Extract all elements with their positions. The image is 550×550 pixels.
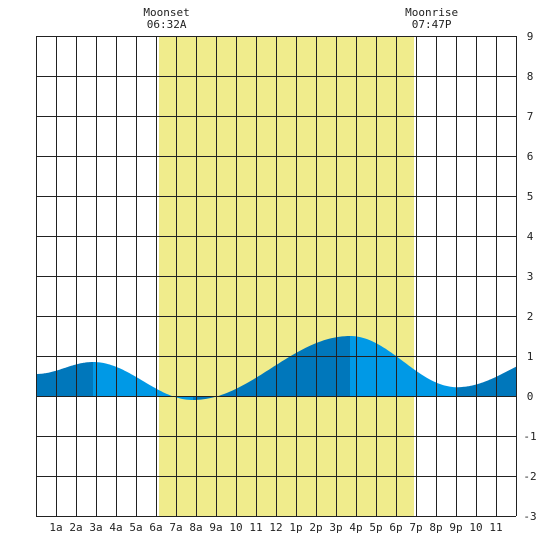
y-tick-label: -2	[523, 470, 536, 483]
x-tick-label: 8p	[429, 521, 442, 534]
x-tick-label: 5p	[369, 521, 382, 534]
x-tick-label: 2a	[69, 521, 82, 534]
moon-event-time: 07:47P	[412, 18, 452, 31]
x-tick-label: 2p	[309, 521, 322, 534]
x-tick-label: 7p	[409, 521, 422, 534]
x-tick-label: 1p	[289, 521, 302, 534]
x-tick-label: 3a	[89, 521, 102, 534]
x-tick-label: 7a	[169, 521, 182, 534]
x-tick-label: 6a	[149, 521, 162, 534]
x-tick-label: 8a	[189, 521, 202, 534]
tide-falling-segment	[93, 362, 193, 400]
x-tick-label: 1a	[49, 521, 62, 534]
x-tick-label: 10	[229, 521, 242, 534]
y-tick-label: -1	[523, 430, 536, 443]
y-tick-label: 7	[527, 110, 534, 123]
x-tick-label: 11	[249, 521, 262, 534]
moon-event-time: 06:32A	[147, 18, 187, 31]
y-tick-label: 5	[527, 190, 534, 203]
x-tick-label: 10	[469, 521, 482, 534]
y-tick-label: -3	[523, 510, 536, 523]
x-tick-label: 4a	[109, 521, 122, 534]
y-tick-label: 3	[527, 270, 534, 283]
y-tick-label: 9	[527, 30, 534, 43]
tide-rising-segment	[36, 362, 93, 396]
x-tick-label: 11	[489, 521, 502, 534]
y-tick-label: 1	[527, 350, 534, 363]
y-tick-label: 6	[527, 150, 534, 163]
x-tick-label: 6p	[389, 521, 402, 534]
y-tick-label: 0	[527, 390, 534, 403]
x-tick-label: 9a	[209, 521, 222, 534]
moon-event-title: Moonrise	[405, 6, 458, 19]
y-tick-label: 2	[527, 310, 534, 323]
x-tick-label: 5a	[129, 521, 142, 534]
x-tick-label: 12	[269, 521, 282, 534]
moon-event-title: Moonset	[143, 6, 189, 19]
y-tick-label: 8	[527, 70, 534, 83]
tide-rising-segment	[457, 366, 516, 396]
x-tick-label: 3p	[329, 521, 342, 534]
tide-rising-segment	[193, 336, 350, 400]
y-tick-label: 4	[527, 230, 534, 243]
x-tick-label: 9p	[449, 521, 462, 534]
x-tick-label: 4p	[349, 521, 362, 534]
